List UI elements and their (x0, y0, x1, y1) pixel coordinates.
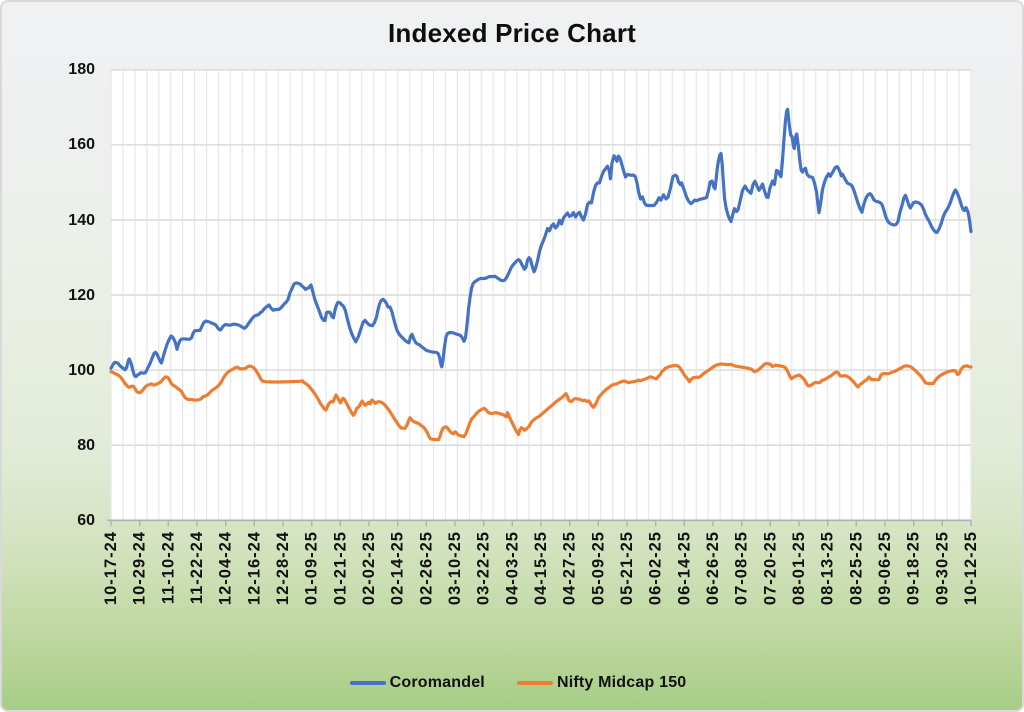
svg-text:05-21-25: 05-21-25 (618, 531, 636, 605)
svg-text:06-26-25: 06-26-25 (704, 531, 722, 605)
svg-text:08-01-25: 08-01-25 (790, 531, 808, 605)
svg-text:02-26-25: 02-26-25 (417, 531, 435, 605)
svg-text:08-25-25: 08-25-25 (847, 531, 865, 605)
svg-text:12-04-24: 12-04-24 (217, 531, 235, 605)
svg-text:09-30-25: 09-30-25 (933, 531, 951, 605)
svg-text:10-17-24: 10-17-24 (102, 531, 120, 605)
svg-text:06-02-25: 06-02-25 (647, 531, 665, 605)
svg-text:11-22-24: 11-22-24 (188, 531, 206, 604)
svg-text:07-20-25: 07-20-25 (761, 531, 779, 605)
svg-text:02-14-25: 02-14-25 (389, 531, 407, 605)
svg-text:05-09-25: 05-09-25 (589, 531, 607, 605)
svg-text:04-27-25: 04-27-25 (561, 531, 579, 605)
svg-text:09-18-25: 09-18-25 (905, 531, 923, 605)
svg-text:10-12-25: 10-12-25 (962, 531, 980, 605)
svg-text:04-03-25: 04-03-25 (503, 531, 521, 605)
svg-text:01-21-25: 01-21-25 (331, 531, 349, 605)
svg-text:07-08-25: 07-08-25 (733, 531, 751, 605)
svg-text:01-09-25: 01-09-25 (303, 531, 321, 605)
svg-text:10-29-24: 10-29-24 (131, 531, 149, 605)
svg-text:12-28-24: 12-28-24 (274, 531, 292, 605)
svg-text:02-02-25: 02-02-25 (360, 531, 378, 605)
svg-text:06-14-25: 06-14-25 (675, 531, 693, 605)
svg-text:11-10-24: 11-10-24 (159, 531, 177, 604)
svg-text:03-22-25: 03-22-25 (475, 531, 493, 605)
svg-text:09-06-25: 09-06-25 (876, 531, 894, 605)
svg-text:04-15-25: 04-15-25 (532, 531, 550, 605)
svg-text:12-16-24: 12-16-24 (245, 531, 263, 605)
svg-text:03-10-25: 03-10-25 (446, 531, 464, 605)
svg-text:08-13-25: 08-13-25 (819, 531, 837, 605)
